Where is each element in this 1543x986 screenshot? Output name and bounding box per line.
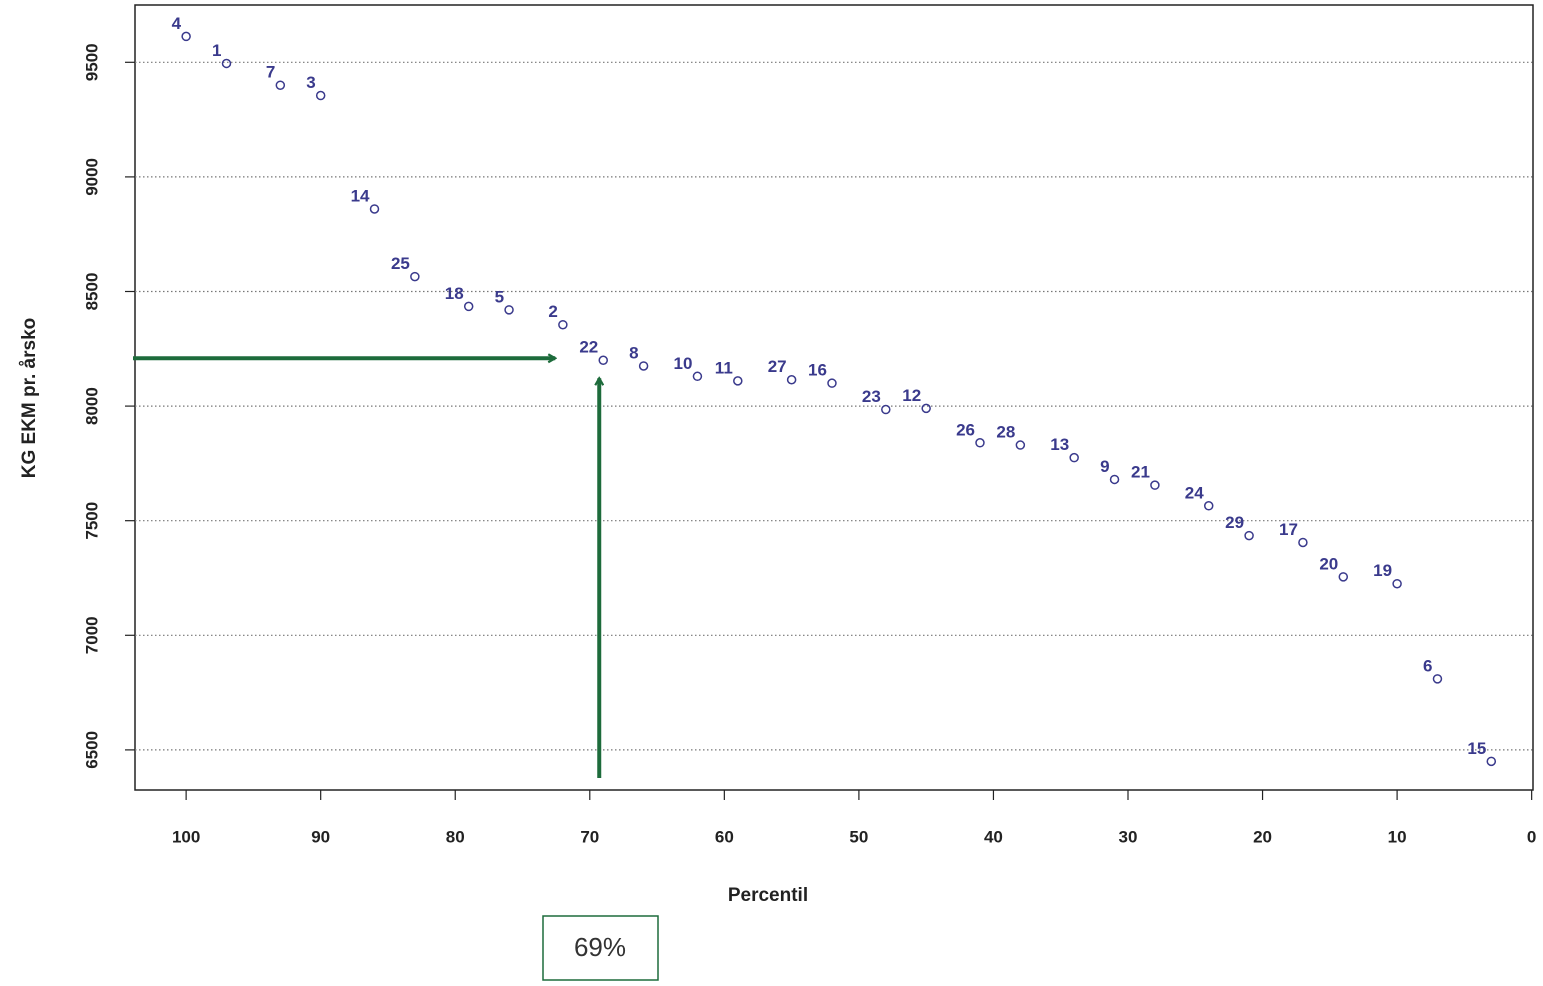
point — [1392, 578, 1402, 589]
x-tick-label: 10 — [1388, 827, 1407, 846]
point-label: 1 — [212, 41, 221, 60]
point — [881, 404, 891, 415]
x-tick-label: 40 — [984, 827, 1003, 846]
point-label: 26 — [956, 420, 975, 439]
point-label: 2 — [548, 302, 557, 321]
point-label: 27 — [768, 357, 787, 376]
point — [786, 374, 797, 385]
point — [1015, 440, 1026, 450]
x-tick-label: 100 — [172, 827, 200, 846]
x-tick-label: 30 — [1119, 827, 1138, 846]
y-tick-label: 7500 — [82, 502, 101, 540]
point — [1432, 674, 1443, 684]
point — [1203, 501, 1214, 511]
point-label: 12 — [902, 386, 921, 405]
point — [504, 305, 514, 315]
point — [275, 80, 286, 90]
x-tick-label: 70 — [580, 827, 599, 846]
point-label: 28 — [996, 423, 1015, 442]
point-label: 9 — [1100, 457, 1109, 476]
point — [221, 58, 232, 69]
y-tick-label: 6500 — [82, 731, 101, 769]
point-label: 14 — [351, 186, 370, 205]
point-label: 19 — [1373, 561, 1392, 580]
point — [1298, 537, 1308, 548]
point-label: 24 — [1185, 483, 1204, 502]
point-label: 10 — [674, 354, 693, 373]
x-axis-title: Percentil — [728, 885, 808, 906]
point-label: 22 — [579, 338, 598, 357]
x-tick-label: 80 — [446, 827, 465, 846]
point-label: 23 — [862, 387, 881, 406]
point-label: 7 — [266, 63, 275, 82]
point-label: 29 — [1225, 513, 1244, 532]
y-tick-label: 9000 — [82, 158, 101, 196]
point — [921, 403, 931, 414]
y-tick-label: 7000 — [82, 616, 101, 654]
point — [1069, 452, 1079, 463]
x-tick-label: 90 — [311, 827, 330, 846]
point-label: 17 — [1279, 520, 1298, 539]
point-label: 8 — [629, 343, 638, 362]
point — [692, 371, 703, 382]
point — [1244, 530, 1254, 541]
x-tick-label: 0 — [1527, 827, 1536, 846]
point — [1486, 756, 1497, 767]
point — [733, 376, 743, 386]
point-label: 5 — [495, 287, 504, 306]
point — [827, 378, 837, 388]
y-axis-title: KG EKM pr. årsko — [19, 318, 40, 479]
y-tick-label: 8500 — [82, 273, 101, 311]
annotation-text: 69% — [574, 932, 626, 962]
point-label: 4 — [172, 14, 182, 33]
point — [598, 355, 608, 366]
point-label: 25 — [391, 254, 410, 273]
point-label: 3 — [306, 73, 315, 92]
point-label: 6 — [1423, 656, 1432, 675]
point — [975, 438, 985, 448]
point-label: 11 — [715, 358, 733, 377]
annotation-box — [542, 915, 659, 981]
point-label: 13 — [1050, 435, 1069, 454]
point-label: 21 — [1131, 463, 1150, 482]
y-tick-label: 9500 — [82, 43, 101, 81]
point-label: 15 — [1467, 739, 1486, 758]
point — [315, 90, 326, 101]
point — [558, 319, 568, 330]
point-label: 18 — [445, 284, 464, 303]
point — [1109, 474, 1120, 485]
point — [638, 361, 649, 371]
point-label: 16 — [808, 361, 827, 380]
x-tick-label: 20 — [1253, 827, 1272, 846]
y-tick-label: 8000 — [82, 387, 101, 425]
plot-frame — [134, 4, 1534, 791]
x-tick-label: 60 — [715, 827, 734, 846]
point — [463, 301, 474, 312]
point — [1150, 480, 1160, 490]
point — [181, 31, 191, 42]
point — [1338, 572, 1349, 582]
point-label: 20 — [1319, 554, 1338, 573]
x-tick-label: 50 — [849, 827, 868, 846]
point — [410, 271, 420, 282]
point — [369, 204, 380, 214]
